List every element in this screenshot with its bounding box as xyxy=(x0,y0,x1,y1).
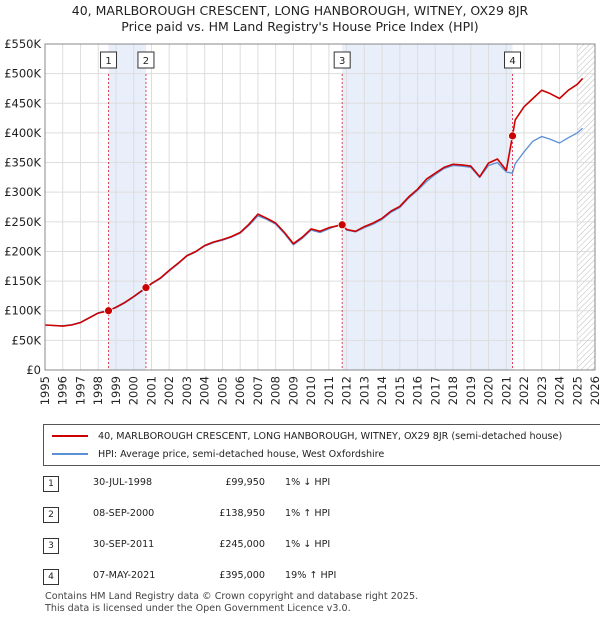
sale-row: 4 07-MAY-2021 £395,000 19% ↑ HPI xyxy=(43,567,600,587)
x-tick-label: 2020 xyxy=(482,376,496,405)
sale-number-badge: 3 xyxy=(43,538,59,554)
sale-date: 30-SEP-2011 xyxy=(93,539,155,550)
sale-hpi-diff: 1% ↑ HPI xyxy=(285,508,331,519)
x-tick-label: 2014 xyxy=(375,376,389,405)
y-tick-label: £500K xyxy=(4,67,41,81)
y-tick-label: £450K xyxy=(4,96,41,110)
x-tick-label: 2018 xyxy=(446,376,460,405)
legend-hpi-label: HPI: Average price, semi-detached house,… xyxy=(98,448,385,460)
sale-number-badge: 2 xyxy=(43,507,59,523)
x-tick-label: 2013 xyxy=(357,376,371,405)
x-tick-label: 2022 xyxy=(517,376,531,405)
x-tick-label: 1998 xyxy=(91,376,105,405)
sale-marker-box xyxy=(333,51,351,69)
sale-marker-box xyxy=(137,51,155,69)
y-tick-label: £100K xyxy=(4,304,41,318)
x-tick-label: 2024 xyxy=(553,376,567,405)
legend-price-label: 40, MARLBOROUGH CRESCENT, LONG HANBOROUG… xyxy=(98,430,563,442)
sale-point xyxy=(104,306,113,316)
footer-licence: This data is licensed under the Open Gov… xyxy=(45,603,351,614)
x-tick-label: 2000 xyxy=(127,376,141,405)
x-tick-label: 2015 xyxy=(393,376,407,405)
y-tick-label: £50K xyxy=(12,333,42,347)
sale-point xyxy=(141,283,151,293)
x-tick-label: 2010 xyxy=(304,376,318,405)
sale-marker-box xyxy=(100,51,118,69)
ownership-period-shade xyxy=(108,44,146,370)
y-tick-label: £200K xyxy=(4,244,41,258)
sale-marker-box xyxy=(504,51,521,69)
y-tick-label: £350K xyxy=(4,156,41,170)
x-tick-label: 2026 xyxy=(588,376,600,405)
sale-point xyxy=(508,131,517,141)
sale-row: 2 08-SEP-2000 £138,950 1% ↑ HPI xyxy=(43,505,600,525)
y-tick-label: £0 xyxy=(26,363,41,377)
x-tick-label: 2021 xyxy=(499,376,513,405)
x-tick-label: 1999 xyxy=(109,376,123,405)
sale-hpi-diff: 1% ↓ HPI xyxy=(285,477,331,488)
sale-row: 3 30-SEP-2011 £245,000 1% ↓ HPI xyxy=(43,536,600,556)
x-tick-label: 2003 xyxy=(180,376,194,405)
y-tick-label: £550K xyxy=(4,37,41,51)
x-tick-label: 2017 xyxy=(428,376,442,405)
y-tick-label: £150K xyxy=(4,274,41,288)
x-tick-label: 2019 xyxy=(464,376,478,405)
plot-border xyxy=(44,43,596,371)
sale-hpi-diff: 1% ↓ HPI xyxy=(285,539,331,550)
sale-price: £138,950 xyxy=(219,508,265,519)
sale-marker-number: 2 xyxy=(143,56,149,67)
sale-date: 08-SEP-2000 xyxy=(93,508,155,519)
legend-item-price: 40, MARLBOROUGH CRESCENT, LONG HANBOROUG… xyxy=(44,427,562,445)
y-tick-label: £300K xyxy=(4,185,41,199)
chart-title-line2: Price paid vs. HM Land Registry's House … xyxy=(121,19,479,34)
chart-title-line1: 40, MARLBOROUGH CRESCENT, LONG HANBOROUG… xyxy=(71,3,529,18)
x-tick-label: 2012 xyxy=(340,376,354,405)
sale-number-badge: 4 xyxy=(43,569,59,585)
y-tick-label: £400K xyxy=(4,126,41,140)
x-tick-label: 2001 xyxy=(144,376,158,405)
x-tick-label: 2004 xyxy=(198,376,212,405)
sale-date: 30-JUL-1998 xyxy=(93,477,153,488)
x-tick-label: 1996 xyxy=(56,376,70,405)
ownership-period-shade xyxy=(342,44,513,370)
x-tick-label: 2008 xyxy=(269,376,283,405)
x-tick-label: 2006 xyxy=(233,376,247,405)
sale-date: 07-MAY-2021 xyxy=(93,570,156,581)
sale-price: £99,950 xyxy=(225,477,265,488)
legend-price-swatch xyxy=(52,435,88,437)
sale-row: 1 30-JUL-1998 £99,950 1% ↓ HPI xyxy=(43,474,600,494)
sale-hpi-diff: 19% ↑ HPI xyxy=(285,570,337,581)
x-tick-label: 2025 xyxy=(570,376,584,405)
x-tick-label: 1995 xyxy=(38,376,52,405)
x-tick-label: 2016 xyxy=(411,376,425,405)
legend-item-hpi: HPI: Average price, semi-detached house,… xyxy=(44,445,384,463)
sale-number-badge: 1 xyxy=(43,476,59,492)
x-tick-label: 2011 xyxy=(322,376,336,405)
x-tick-label: 2007 xyxy=(251,376,265,405)
x-tick-label: 2005 xyxy=(215,376,229,405)
legend: 40, MARLBOROUGH CRESCENT, LONG HANBOROUG… xyxy=(43,424,600,466)
sale-price: £395,000 xyxy=(219,570,265,581)
x-tick-label: 2009 xyxy=(286,376,300,405)
sale-marker-number: 4 xyxy=(509,56,515,67)
x-tick-label: 2002 xyxy=(162,376,176,405)
sale-marker-number: 3 xyxy=(339,56,345,67)
price-series-line xyxy=(44,77,584,327)
price-chart: £0 £50K £100K £150K £200K £250K £300K £350K £400… xyxy=(4,37,600,405)
y-tick-label: £250K xyxy=(4,215,41,229)
sale-marker-number: 1 xyxy=(105,56,111,67)
legend-hpi-swatch xyxy=(52,453,88,455)
footer-copyright: Contains HM Land Registry data © Crown c… xyxy=(45,591,419,602)
forecast-hatch xyxy=(577,44,595,370)
sale-point xyxy=(337,220,347,230)
x-tick-label: 1997 xyxy=(73,376,87,405)
x-tick-label: 2023 xyxy=(535,376,549,405)
sale-price: £245,000 xyxy=(219,539,265,550)
